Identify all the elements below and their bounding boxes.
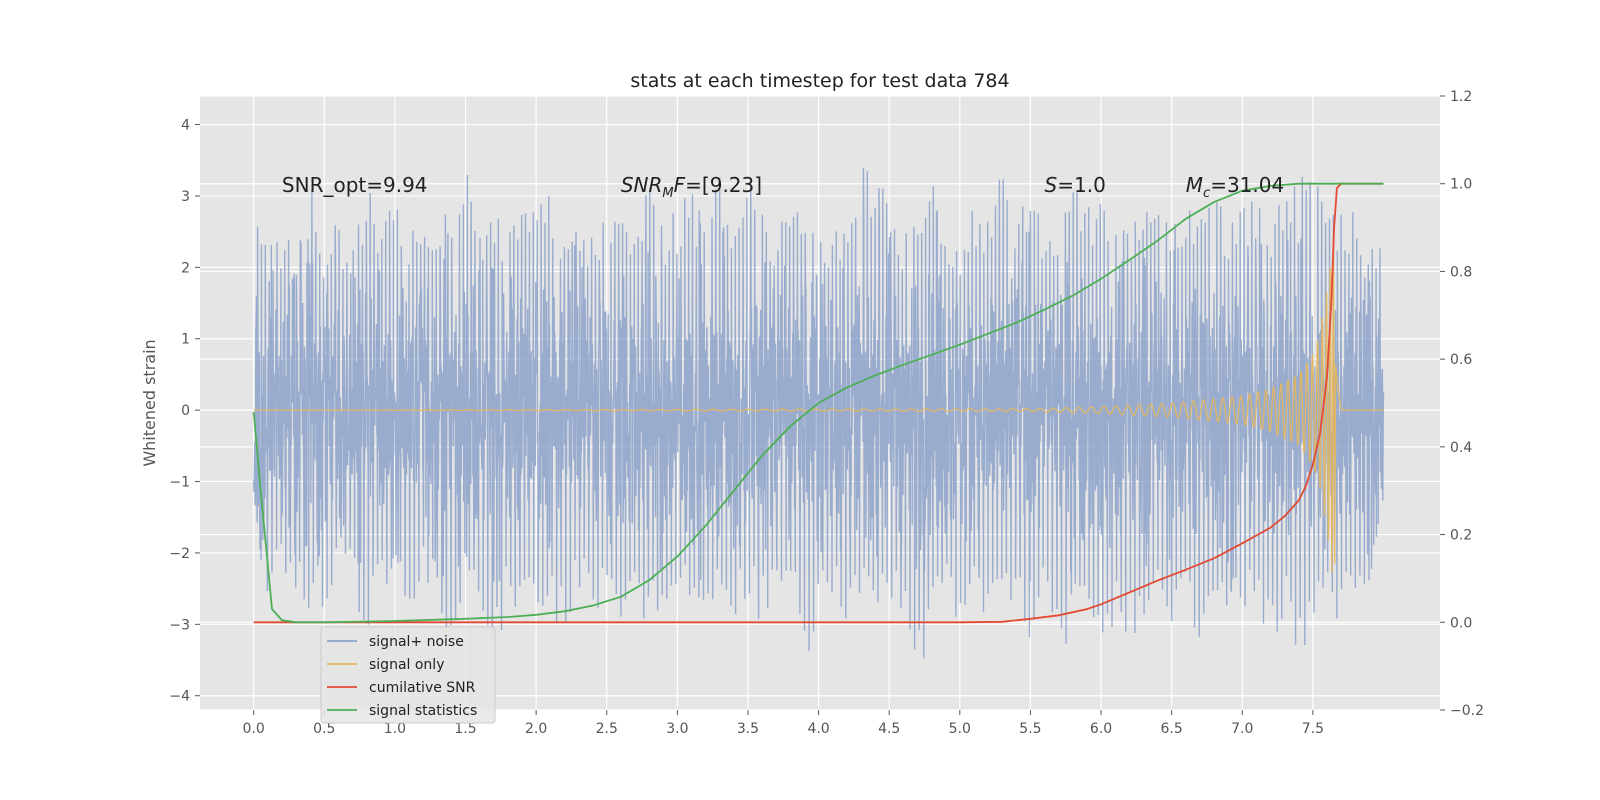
chart-title: stats at each timestep for test data 784 bbox=[630, 70, 1009, 92]
series-cumilative-snr-line bbox=[253, 182, 1384, 624]
x-tick-label: 2.5 bbox=[596, 721, 618, 737]
annotation-symbol: SNR_opt=9.94 bbox=[282, 173, 428, 197]
annotation-subscript: M bbox=[662, 186, 673, 201]
annotation-symbol-tail: F bbox=[674, 173, 686, 197]
series-signal-only-line bbox=[253, 238, 1384, 573]
y2-tick-label: −0.2 bbox=[1450, 703, 1484, 719]
x-tick-label: 5.0 bbox=[949, 721, 971, 737]
y-tick-label: −2 bbox=[169, 546, 190, 562]
y2-tick-label: 0.0 bbox=[1450, 615, 1472, 631]
x-tick-label: 0.5 bbox=[313, 721, 335, 737]
y-tick-label: 0 bbox=[181, 403, 190, 419]
annotation: SNR_opt=9.94 bbox=[282, 173, 428, 197]
y2-tick-label: 0.4 bbox=[1450, 440, 1472, 456]
annotation-symbol: M bbox=[1186, 173, 1203, 197]
axes: 0.0 0.5 1.0 1.5 2.0 2.5 3.0 3.5 4.0 4.5 5.0 5.5 6.0 6… bbox=[169, 89, 1484, 737]
annotations: SNR_opt=9.94 SNRMF=[9.23] S=1.0 Mc=31.04 bbox=[282, 173, 1284, 201]
annotation: SNRMF=[9.23] bbox=[621, 173, 762, 201]
annotation-value: =31.04 bbox=[1210, 173, 1284, 197]
y-tick-label: −1 bbox=[169, 475, 190, 491]
x-tick-label: 7.5 bbox=[1302, 721, 1324, 737]
x-tick-label: 1.0 bbox=[384, 721, 406, 737]
x-tick-label: 6.0 bbox=[1090, 721, 1112, 737]
legend-label: signal statistics bbox=[369, 703, 477, 719]
x-tick-label: 7.0 bbox=[1231, 721, 1253, 737]
x-tick-label: 4.0 bbox=[807, 721, 829, 737]
annotation-symbol: SNR bbox=[621, 173, 663, 197]
x-tick-label: 5.5 bbox=[1019, 721, 1041, 737]
x-tick-label: 3.5 bbox=[737, 721, 759, 737]
annotation-number: =[9.23] bbox=[685, 173, 762, 197]
series-layer bbox=[252, 167, 1385, 659]
y2-tick-label: 1.2 bbox=[1450, 89, 1472, 105]
x-tick-label: 1.5 bbox=[454, 721, 476, 737]
y2-tick-label: 0.8 bbox=[1450, 264, 1472, 280]
annotation-symbol: S bbox=[1045, 173, 1058, 197]
legend-label: signal only bbox=[369, 657, 444, 673]
series-signal-noise-line bbox=[253, 167, 1385, 659]
y-tick-label: −3 bbox=[169, 617, 190, 633]
annotation-value: F=[9.23] bbox=[674, 173, 762, 197]
annotation-subscript: c bbox=[1203, 186, 1210, 201]
annotation: S=1.0 bbox=[1045, 173, 1106, 197]
x-tick-label: 0.0 bbox=[243, 721, 265, 737]
y2-tick-label: 0.6 bbox=[1450, 352, 1472, 368]
annotation-value: =1.0 bbox=[1057, 173, 1106, 197]
legend: signal+ noise signal only cumilative SNR si… bbox=[320, 626, 496, 724]
y-tick-label: 1 bbox=[181, 332, 190, 348]
y-tick-label: 2 bbox=[181, 260, 190, 276]
x-tick-label: 4.5 bbox=[878, 721, 900, 737]
y-axis-label: Whitened strain bbox=[140, 339, 159, 466]
x-tick-label: 6.5 bbox=[1161, 721, 1183, 737]
y-tick-label: −4 bbox=[169, 689, 190, 705]
series-signal-statistics-line bbox=[252, 182, 1384, 624]
x-tick-label: 3.0 bbox=[666, 721, 688, 737]
x-tick-label: 2.0 bbox=[525, 721, 547, 737]
y-tick-label: 3 bbox=[181, 189, 190, 205]
annotation: Mc=31.04 bbox=[1186, 173, 1284, 201]
legend-box bbox=[320, 626, 496, 724]
y2-tick-label: 1.0 bbox=[1450, 177, 1472, 193]
legend-label: cumilative SNR bbox=[369, 680, 476, 696]
y2-tick-label: 0.2 bbox=[1450, 528, 1472, 544]
legend-label: signal+ noise bbox=[369, 634, 464, 650]
y-tick-label: 4 bbox=[181, 118, 190, 134]
